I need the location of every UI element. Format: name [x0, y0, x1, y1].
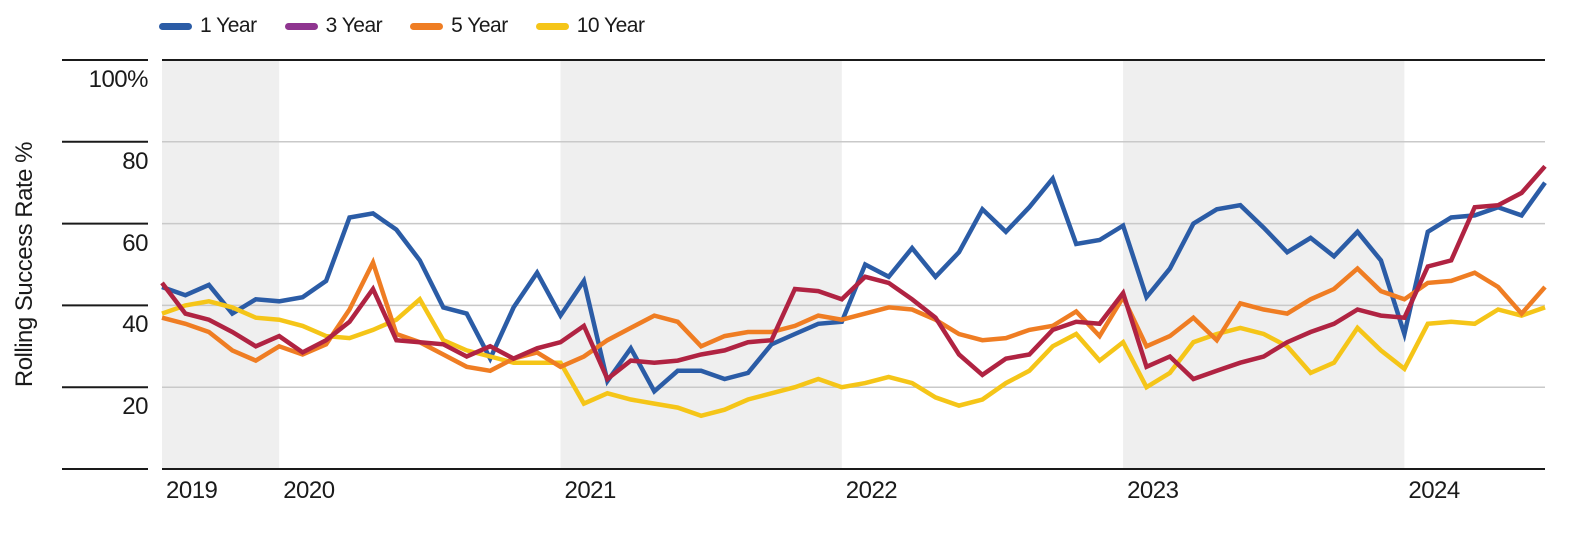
- legend-swatch-icon: [535, 22, 569, 30]
- x-tick-label: 2020: [283, 477, 335, 504]
- x-tick-label: 2022: [845, 477, 898, 504]
- y-tick-label: 40: [122, 311, 148, 339]
- legend-swatch-icon: [284, 22, 318, 30]
- legend-label: 5 Year: [451, 14, 508, 37]
- y-tick-label: 60: [122, 229, 148, 257]
- x-tick-label: 2024: [1408, 477, 1460, 504]
- year-band: [560, 60, 842, 469]
- legend-label: 10 Year: [576, 14, 645, 37]
- legend-label: 1 Year: [200, 14, 257, 37]
- y-tick-label: 80: [122, 147, 148, 175]
- year-band: [162, 60, 280, 469]
- legend-item-1-year: 1 Year: [159, 12, 257, 40]
- line-1-year: [161, 174, 1547, 395]
- legend-label: 3 Year: [325, 14, 383, 37]
- legend-item-10-year: 10 Year: [535, 12, 645, 40]
- line-3-year: [160, 164, 1547, 383]
- x-tick-label: 2023: [1127, 477, 1179, 504]
- year-band: [1123, 60, 1405, 469]
- legend-item-5-year: 5 Year: [410, 12, 508, 40]
- x-tick-label: 2021: [564, 477, 616, 504]
- x-tick-label: 2019: [166, 477, 218, 504]
- line-5-year: [161, 256, 1547, 374]
- legend-item-3-year: 3 Year: [284, 12, 383, 40]
- y-tick-label: 20: [122, 393, 148, 421]
- legend-swatch-icon: [410, 22, 444, 30]
- y-axis-title-text: Rolling Success Rate %: [11, 141, 38, 388]
- y-tick-label: 100%: [88, 66, 149, 93]
- legend-swatch-icon: [159, 22, 192, 30]
- chart-legend: 1 Year 3 Year 5 Year 10 Year: [159, 12, 645, 40]
